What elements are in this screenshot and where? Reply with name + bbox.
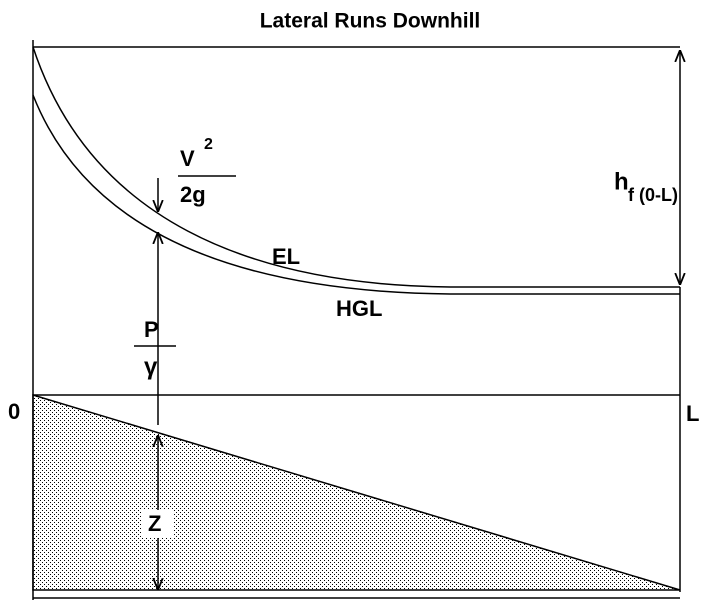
gamma-label: γ — [144, 353, 158, 380]
hydraulic-grade-line — [32, 94, 680, 295]
v-exponent: 2 — [204, 136, 213, 153]
hf-label: h — [614, 168, 629, 195]
el-label: EL — [272, 244, 300, 269]
ground-slope — [32, 393, 681, 591]
hgl-label: HGL — [336, 296, 382, 321]
end-label: L — [686, 401, 699, 426]
z-label: Z — [148, 511, 161, 536]
p-label: P — [144, 317, 159, 342]
origin-label: 0 — [8, 399, 20, 424]
two-g-label: 2g — [180, 182, 206, 207]
v-label: V — [180, 146, 195, 171]
z-label-bg — [142, 510, 174, 538]
title: Lateral Runs Downhill — [260, 10, 481, 33]
energy-line — [32, 46, 680, 288]
hf-subscript: f (0-L) — [628, 185, 678, 205]
